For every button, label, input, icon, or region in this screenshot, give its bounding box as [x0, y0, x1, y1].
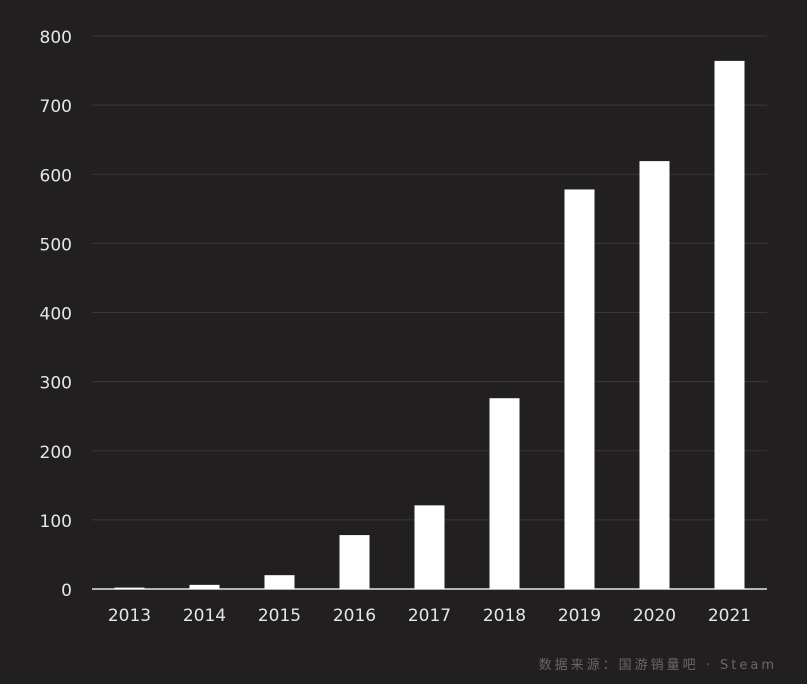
bar-2020 — [639, 161, 670, 589]
bar-2021 — [714, 60, 745, 589]
bar-2015 — [264, 575, 295, 589]
gridlines — [92, 35, 767, 521]
x-tick-label-2021: 2021 — [708, 606, 751, 626]
y-tick-label: 600 — [40, 166, 72, 186]
bars — [114, 60, 745, 589]
x-axis-tick-labels: 2013 2014 2015 2016 2017 2018 2019 2020 2021 — [108, 606, 751, 626]
bar-2017 — [414, 505, 445, 589]
x-tick-label-2018: 2018 — [483, 606, 526, 626]
y-tick-label: 300 — [40, 374, 72, 394]
bar-2019 — [564, 189, 595, 589]
y-tick-label: 0 — [61, 581, 72, 601]
x-tick-label-2017: 2017 — [408, 606, 451, 626]
y-tick-label: 100 — [40, 512, 72, 532]
y-tick-label: 500 — [40, 235, 72, 255]
x-tick-label-2014: 2014 — [183, 606, 226, 626]
x-tick-label-2020: 2020 — [633, 606, 676, 626]
y-tick-label: 800 — [40, 28, 72, 48]
bar-2018 — [489, 398, 520, 589]
y-axis-tick-labels: 0 100 200 300 400 500 600 700 800 — [40, 28, 72, 601]
y-tick-label: 700 — [40, 97, 72, 117]
x-tick-label-2016: 2016 — [333, 606, 376, 626]
y-tick-label: 200 — [40, 443, 72, 463]
x-tick-label-2013: 2013 — [108, 606, 151, 626]
bar-2014 — [189, 584, 220, 589]
x-tick-label-2019: 2019 — [558, 606, 601, 626]
source-note: 数据来源：国游销量吧 · Steam — [538, 658, 777, 673]
bar-2016 — [339, 535, 370, 589]
y-tick-label: 400 — [40, 305, 72, 325]
bar-2013 — [114, 587, 145, 589]
x-tick-label-2015: 2015 — [258, 606, 301, 626]
